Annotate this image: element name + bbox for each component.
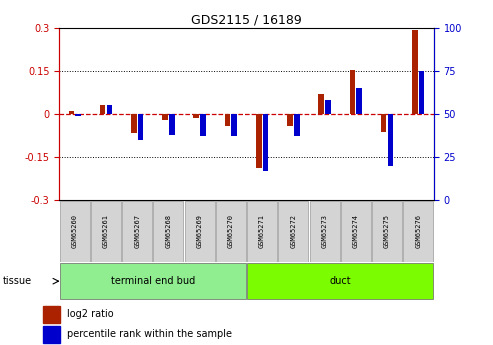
- Text: terminal end bud: terminal end bud: [111, 276, 195, 286]
- Text: GSM65260: GSM65260: [72, 214, 78, 248]
- Bar: [91, 201, 121, 262]
- Bar: [122, 201, 152, 262]
- Text: log2 ratio: log2 ratio: [67, 309, 114, 319]
- Bar: [247, 201, 277, 262]
- Text: GSM65271: GSM65271: [259, 214, 265, 248]
- Bar: [381, 114, 387, 132]
- Text: GSM65267: GSM65267: [134, 214, 140, 248]
- Bar: [279, 201, 308, 262]
- Bar: [350, 70, 355, 114]
- Bar: [75, 114, 81, 116]
- Bar: [225, 114, 230, 126]
- Bar: [403, 201, 433, 262]
- Bar: [419, 71, 424, 114]
- Bar: [341, 201, 371, 262]
- Bar: [100, 105, 106, 114]
- Text: GSM65270: GSM65270: [228, 214, 234, 248]
- Bar: [138, 114, 143, 140]
- Bar: [169, 114, 175, 135]
- Bar: [216, 201, 246, 262]
- Text: tissue: tissue: [2, 276, 32, 286]
- Bar: [185, 201, 214, 262]
- Bar: [60, 263, 246, 299]
- Bar: [287, 114, 293, 126]
- Text: duct: duct: [329, 276, 351, 286]
- Bar: [387, 114, 393, 166]
- Bar: [372, 201, 402, 262]
- Bar: [318, 94, 324, 114]
- Bar: [200, 114, 206, 136]
- Bar: [69, 111, 74, 114]
- Text: GSM65272: GSM65272: [290, 214, 296, 248]
- Bar: [106, 105, 112, 114]
- Bar: [263, 114, 268, 171]
- Bar: [60, 201, 90, 262]
- Text: percentile rank within the sample: percentile rank within the sample: [67, 329, 232, 339]
- Text: GSM65269: GSM65269: [197, 214, 203, 248]
- Bar: [43, 326, 60, 343]
- Bar: [43, 306, 60, 323]
- Text: GSM65261: GSM65261: [103, 214, 109, 248]
- Bar: [325, 100, 331, 114]
- Title: GDS2115 / 16189: GDS2115 / 16189: [191, 13, 302, 27]
- Bar: [310, 201, 340, 262]
- Bar: [231, 114, 237, 136]
- Bar: [247, 263, 433, 299]
- Bar: [193, 114, 199, 118]
- Bar: [412, 30, 418, 114]
- Bar: [162, 114, 168, 120]
- Bar: [153, 201, 183, 262]
- Text: GSM65275: GSM65275: [384, 214, 390, 248]
- Text: GSM65274: GSM65274: [353, 214, 359, 248]
- Bar: [294, 114, 300, 136]
- Bar: [356, 88, 362, 114]
- Bar: [256, 114, 262, 168]
- Text: GSM65268: GSM65268: [166, 214, 172, 248]
- Text: GSM65273: GSM65273: [321, 214, 327, 248]
- Bar: [131, 114, 137, 132]
- Text: GSM65276: GSM65276: [415, 214, 421, 248]
